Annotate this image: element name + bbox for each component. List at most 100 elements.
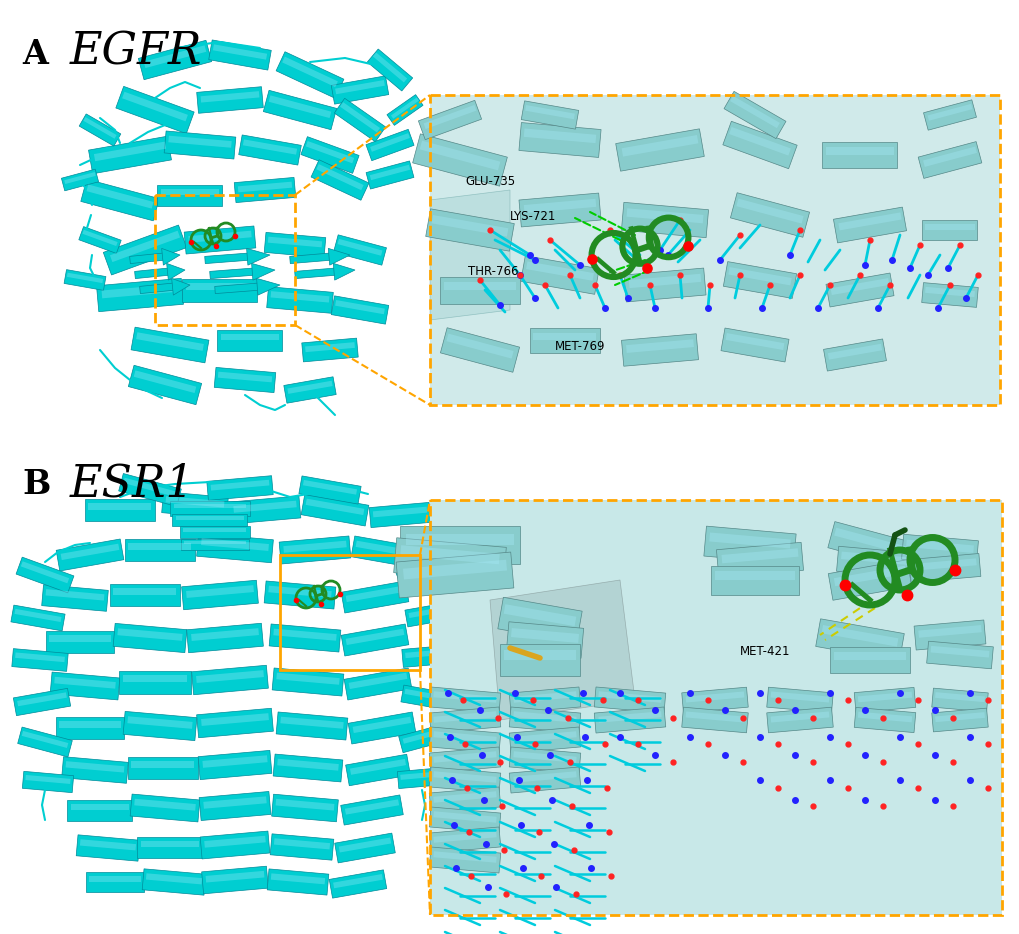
- Polygon shape: [827, 521, 911, 569]
- Polygon shape: [533, 333, 596, 340]
- Polygon shape: [508, 707, 580, 733]
- Polygon shape: [328, 248, 350, 265]
- Polygon shape: [123, 712, 197, 741]
- Polygon shape: [67, 800, 132, 820]
- Polygon shape: [766, 687, 833, 713]
- Polygon shape: [329, 870, 386, 899]
- Polygon shape: [409, 605, 455, 618]
- Polygon shape: [433, 791, 496, 802]
- Polygon shape: [521, 101, 578, 129]
- Polygon shape: [183, 529, 247, 532]
- Polygon shape: [335, 300, 384, 314]
- Polygon shape: [766, 707, 833, 733]
- Polygon shape: [146, 873, 202, 884]
- Polygon shape: [301, 136, 359, 174]
- Polygon shape: [508, 727, 580, 753]
- Polygon shape: [128, 544, 192, 550]
- Polygon shape: [136, 333, 204, 351]
- Polygon shape: [725, 333, 784, 350]
- Polygon shape: [433, 731, 496, 743]
- Polygon shape: [524, 199, 596, 213]
- Polygon shape: [267, 869, 328, 895]
- Polygon shape: [728, 267, 791, 286]
- Bar: [280, 555, 420, 670]
- Polygon shape: [621, 333, 698, 366]
- Polygon shape: [282, 57, 337, 87]
- Polygon shape: [594, 687, 665, 713]
- Polygon shape: [730, 96, 780, 128]
- Polygon shape: [350, 759, 406, 775]
- Polygon shape: [302, 338, 358, 361]
- Polygon shape: [103, 225, 186, 275]
- Polygon shape: [110, 231, 180, 262]
- Polygon shape: [405, 689, 451, 702]
- Polygon shape: [429, 847, 500, 873]
- Polygon shape: [289, 253, 332, 263]
- Polygon shape: [815, 619, 904, 661]
- Polygon shape: [710, 565, 798, 595]
- Polygon shape: [129, 253, 165, 263]
- Polygon shape: [443, 282, 516, 290]
- Polygon shape: [11, 605, 65, 630]
- Polygon shape: [503, 604, 576, 626]
- Polygon shape: [131, 327, 209, 362]
- Polygon shape: [827, 559, 911, 601]
- Polygon shape: [499, 644, 580, 676]
- Polygon shape: [681, 687, 748, 713]
- Polygon shape: [340, 581, 409, 613]
- Polygon shape: [429, 687, 500, 713]
- Polygon shape: [268, 95, 331, 118]
- Polygon shape: [715, 543, 803, 577]
- Polygon shape: [857, 712, 911, 722]
- Polygon shape: [433, 691, 496, 702]
- Polygon shape: [912, 559, 976, 571]
- Polygon shape: [399, 545, 499, 564]
- Polygon shape: [205, 253, 251, 263]
- Polygon shape: [433, 712, 496, 723]
- Polygon shape: [624, 268, 705, 302]
- Polygon shape: [901, 534, 977, 566]
- Bar: [430, 500, 1001, 915]
- Polygon shape: [931, 688, 987, 712]
- Polygon shape: [519, 193, 600, 227]
- Polygon shape: [271, 794, 338, 822]
- Polygon shape: [525, 105, 575, 120]
- Polygon shape: [922, 147, 976, 167]
- Polygon shape: [273, 629, 336, 641]
- Polygon shape: [176, 517, 244, 520]
- Polygon shape: [924, 224, 974, 230]
- Polygon shape: [934, 712, 984, 722]
- Polygon shape: [337, 239, 382, 256]
- Polygon shape: [311, 160, 369, 200]
- Polygon shape: [263, 91, 336, 130]
- Polygon shape: [142, 869, 206, 895]
- Polygon shape: [197, 708, 273, 738]
- Polygon shape: [116, 86, 194, 134]
- Polygon shape: [210, 268, 256, 278]
- Polygon shape: [769, 712, 828, 723]
- Polygon shape: [370, 164, 410, 180]
- Bar: [430, 500, 1001, 915]
- Polygon shape: [825, 148, 893, 155]
- Polygon shape: [85, 499, 155, 521]
- Polygon shape: [513, 731, 576, 743]
- Polygon shape: [519, 122, 600, 158]
- Polygon shape: [181, 580, 258, 610]
- Polygon shape: [820, 625, 898, 646]
- Polygon shape: [908, 554, 980, 583]
- Polygon shape: [283, 541, 346, 553]
- Polygon shape: [94, 142, 166, 162]
- Polygon shape: [198, 750, 272, 780]
- Polygon shape: [598, 712, 661, 723]
- Polygon shape: [398, 723, 450, 753]
- Polygon shape: [369, 502, 430, 528]
- Polygon shape: [730, 192, 809, 237]
- Polygon shape: [84, 117, 116, 139]
- Polygon shape: [270, 291, 329, 303]
- Polygon shape: [331, 76, 388, 104]
- Polygon shape: [429, 747, 500, 773]
- Polygon shape: [64, 270, 106, 290]
- Polygon shape: [628, 274, 700, 288]
- Polygon shape: [513, 751, 576, 763]
- Polygon shape: [65, 761, 124, 772]
